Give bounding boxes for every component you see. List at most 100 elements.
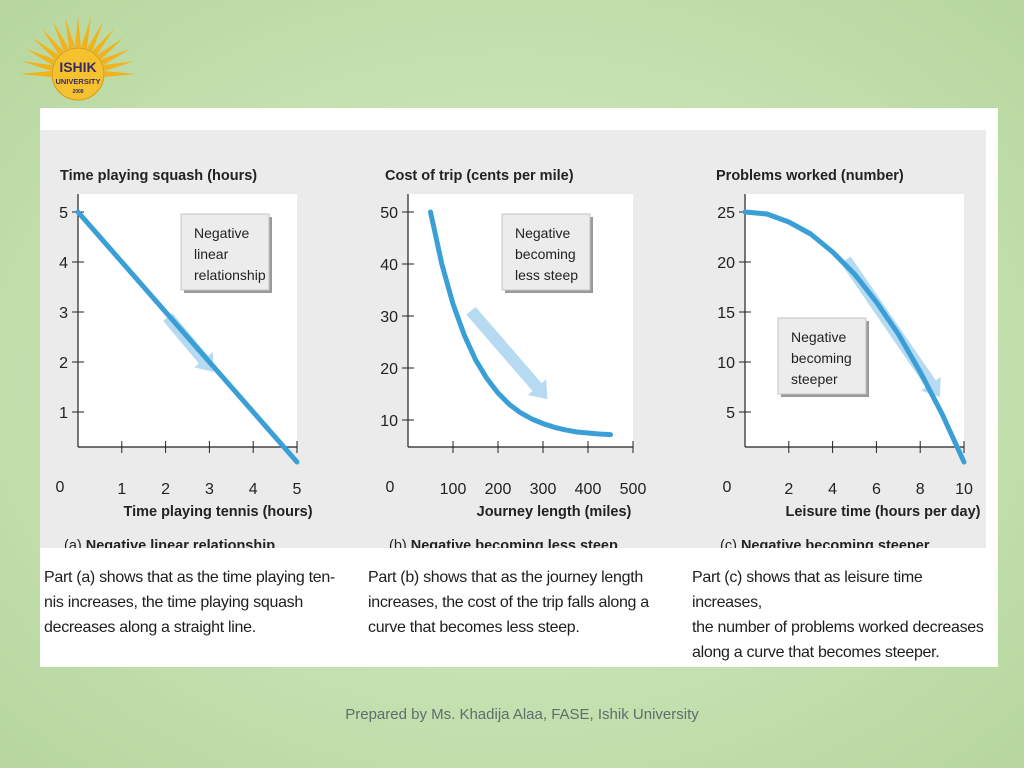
sun-ray	[104, 71, 136, 77]
sun-disc	[51, 47, 105, 101]
sun-ray	[86, 21, 104, 52]
annotation-line: less steep	[515, 267, 578, 283]
caption-text: Negative becoming less steep	[411, 538, 618, 548]
sun-rays-icon	[20, 16, 136, 77]
ishik-university-logo: ISHIK UNIVERSITY 2008	[20, 16, 136, 101]
description-line: increases, the cost of the trip falls al…	[368, 594, 649, 611]
description-line: Part (b) shows that as the journey lengt…	[368, 569, 643, 586]
x-axis-title: Journey length (miles)	[477, 504, 632, 520]
caption-letter: (a)	[64, 538, 86, 548]
caption-letter: (c)	[720, 538, 741, 548]
x-tick-label: 200	[485, 481, 512, 498]
chart-a: Time playing squash (hours) 1 2 3 4 5 1 2 3 4 5 0 Ti…	[56, 168, 313, 548]
annotation-frame	[501, 213, 591, 291]
description-line: along a curve that becomes steeper.	[692, 644, 940, 661]
sun-ray	[41, 28, 64, 55]
x-tick-label: 3	[205, 481, 214, 498]
caption-text: Negative linear relationship	[86, 538, 276, 548]
y-tick-label: 1	[59, 405, 68, 422]
x-tick-label: 5	[293, 481, 302, 498]
description-a: Part (a) shows that as the time playing …	[44, 565, 344, 640]
chart-title: Problems worked (number)	[716, 168, 904, 184]
x-axis-title: Leisure time (hours per day)	[786, 504, 981, 520]
figure-background: Time playing squash (hours) 1 2 3 4 5 1 2 3 4 5 0 Ti…	[40, 130, 986, 548]
x-tick-label: 8	[916, 481, 925, 498]
sun-ray	[21, 61, 53, 71]
description-line: Part (c) shows that as leisure time incr…	[692, 569, 923, 611]
description-line: curve that becomes less steep.	[368, 619, 580, 636]
y-tick-label: 25	[717, 205, 735, 222]
sun-ray	[75, 16, 81, 48]
y-tick-label: 15	[717, 305, 735, 322]
annotation-line: steeper	[791, 371, 838, 387]
series-line	[75, 209, 300, 465]
x-axis-title: Time playing tennis (hours)	[123, 504, 312, 520]
annotation-frame	[180, 213, 270, 291]
annotation-line: becoming	[791, 350, 852, 366]
trend-arrow	[163, 313, 214, 372]
sun-ray	[32, 37, 59, 60]
x-tick-label: 400	[575, 481, 602, 498]
y-tick-label: 3	[59, 305, 68, 322]
y-tick-label: 4	[59, 255, 68, 272]
annotation-frame	[777, 317, 867, 395]
sun-ray	[100, 48, 131, 66]
footer-credit: Prepared by Ms. Khadija Alaa, FASE, Ishi…	[345, 706, 699, 723]
origin-label: 0	[723, 479, 732, 496]
annotation-line: linear	[194, 246, 229, 262]
sun-ray	[97, 37, 124, 60]
x-tick-label: 4	[249, 481, 258, 498]
y-tick-label: 50	[380, 205, 398, 222]
sun-ray	[92, 28, 115, 55]
y-tick-label: 5	[726, 405, 735, 422]
y-tick-label: 20	[717, 255, 735, 272]
origin-label: 0	[386, 479, 395, 496]
trend-arrow	[466, 306, 548, 400]
description-line: decreases along a straight line.	[44, 619, 256, 636]
y-tick-label: 20	[380, 361, 398, 378]
x-tick-label: 300	[530, 481, 557, 498]
logo-year: 2008	[72, 89, 83, 95]
description-line: the number of problems worked decreases	[692, 619, 984, 636]
chart-title: Cost of trip (cents per mile)	[385, 168, 574, 184]
chart-caption: (c) Negative becoming steeper	[720, 538, 930, 548]
x-tick-label: 500	[620, 481, 647, 498]
chart-c: Problems worked (number) 5 10 15 20 25 2 4 6 8 10 0…	[716, 168, 981, 548]
sun-ray	[20, 71, 52, 77]
figure-panel: Time playing squash (hours) 1 2 3 4 5 1 2 3 4 5 0 Ti…	[40, 108, 998, 667]
sun-ray	[103, 61, 135, 71]
sun-ray	[65, 17, 75, 49]
y-tick-label: 2	[59, 355, 68, 372]
x-tick-label: 10	[955, 481, 973, 498]
y-tick-label: 10	[717, 355, 735, 372]
origin-label: 0	[56, 479, 65, 496]
description-b: Part (b) shows that as the journey lengt…	[368, 565, 668, 640]
annotation-line: becoming	[515, 246, 576, 262]
sun-ray	[25, 48, 56, 66]
annotation-line: relationship	[194, 267, 266, 283]
logo-subtitle: UNIVERSITY	[55, 77, 100, 86]
chart-caption: (b) Negative becoming less steep	[389, 538, 618, 548]
annotation-box: Negative becoming less steep	[501, 213, 593, 293]
caption-text: Negative becoming steeper	[741, 538, 930, 548]
x-tick-label: 4	[828, 481, 837, 498]
caption-letter: (b)	[389, 538, 411, 548]
x-tick-label: 1	[117, 481, 126, 498]
annotation-line: Negative	[194, 225, 249, 241]
logo-name: ISHIK	[59, 59, 96, 75]
y-tick-label: 5	[59, 205, 68, 222]
description-line: Part (a) shows that as the time playing …	[44, 569, 335, 586]
y-tick-label: 40	[380, 257, 398, 274]
description-line: nis increases, the time playing squash	[44, 594, 303, 611]
chart-b: Cost of trip (cents per mile) 10 20 30 40 50 1…	[380, 168, 646, 548]
x-tick-label: 100	[440, 481, 467, 498]
y-tick-label: 30	[380, 309, 398, 326]
annotation-box: Negative linear relationship	[180, 213, 272, 293]
description-c: Part (c) shows that as leisure time incr…	[692, 565, 992, 665]
x-tick-label: 2	[784, 481, 793, 498]
x-tick-label: 2	[161, 481, 170, 498]
sun-ray	[52, 21, 70, 52]
annotation-line: Negative	[515, 225, 570, 241]
y-tick-label: 10	[380, 413, 398, 430]
